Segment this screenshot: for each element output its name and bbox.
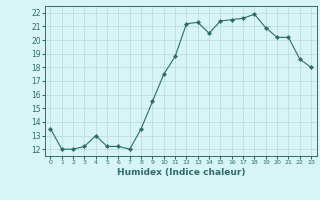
X-axis label: Humidex (Indice chaleur): Humidex (Indice chaleur) bbox=[116, 168, 245, 177]
